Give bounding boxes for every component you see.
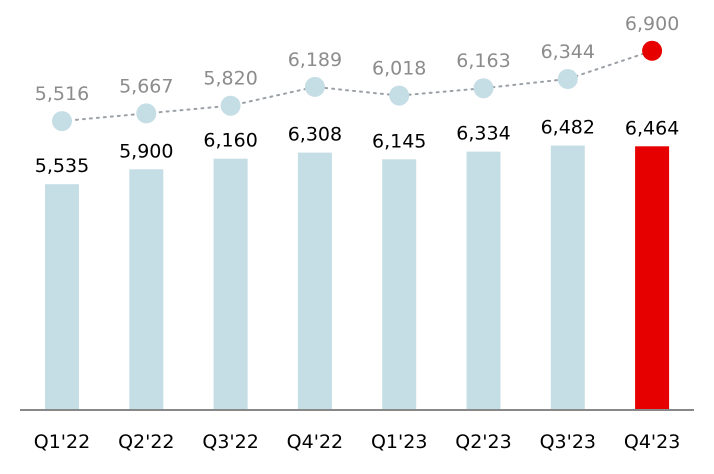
line-point — [220, 95, 241, 116]
x-tick-label: Q1'22 — [34, 431, 90, 453]
line-point — [389, 85, 410, 106]
x-tick-label: Q4'23 — [624, 431, 680, 453]
line-point — [304, 76, 325, 97]
line-value-label: 6,018 — [372, 58, 426, 80]
line-point — [136, 103, 157, 124]
bar-value-label: 6,464 — [625, 117, 679, 139]
line-point — [557, 69, 578, 89]
x-tick-label: Q2'22 — [118, 431, 174, 453]
line-layer — [52, 40, 663, 132]
x-tick-label: Q2'23 — [455, 431, 511, 453]
line-point — [52, 111, 72, 132]
bar-value-label: 6,160 — [203, 130, 257, 152]
bar-labels-layer: 5,535 5,900 6,160 6,308 6,145 6,334 6,482 6,464 — [35, 117, 680, 178]
x-tick-label: Q1'23 — [371, 431, 427, 453]
x-tick-labels: Q1'22 Q2'22 Q3'22 Q4'22 Q1'23 Q2'23 Q3'23 Q4'23 — [34, 431, 681, 453]
bar-value-label: 5,535 — [35, 155, 89, 177]
x-tick-label: Q3'23 — [540, 431, 596, 453]
bar-value-label: 6,482 — [541, 117, 595, 139]
bar-value-label: 5,900 — [119, 140, 173, 162]
line-value-label: 5,516 — [35, 83, 89, 105]
line-series-path — [61, 49, 654, 123]
bar-value-label: 6,334 — [456, 123, 510, 145]
line-value-label: 6,163 — [456, 50, 510, 72]
bar-value-label: 6,308 — [288, 124, 342, 146]
line-point — [473, 78, 494, 99]
bar-value-label: 6,145 — [372, 130, 426, 152]
line-point — [642, 40, 663, 61]
bar — [129, 169, 164, 410]
bars-layer — [45, 145, 670, 411]
bar — [635, 146, 670, 411]
bar — [45, 184, 79, 410]
line-labels-layer: 5,516 5,667 5,820 6,189 6,018 6,163 6,344 6,900 — [35, 13, 680, 105]
line-value-label: 6,189 — [288, 49, 342, 71]
bar — [382, 159, 417, 410]
line-value-label: 6,900 — [625, 13, 679, 35]
line-value-label: 5,667 — [119, 75, 173, 97]
x-tick-label: Q4'22 — [287, 431, 343, 453]
bar — [550, 145, 585, 410]
line-value-label: 5,820 — [203, 68, 257, 90]
line-value-label: 6,344 — [541, 41, 595, 63]
x-tick-label: Q3'22 — [202, 431, 258, 453]
bar — [297, 152, 332, 410]
bar — [213, 158, 248, 410]
bar — [466, 151, 501, 410]
